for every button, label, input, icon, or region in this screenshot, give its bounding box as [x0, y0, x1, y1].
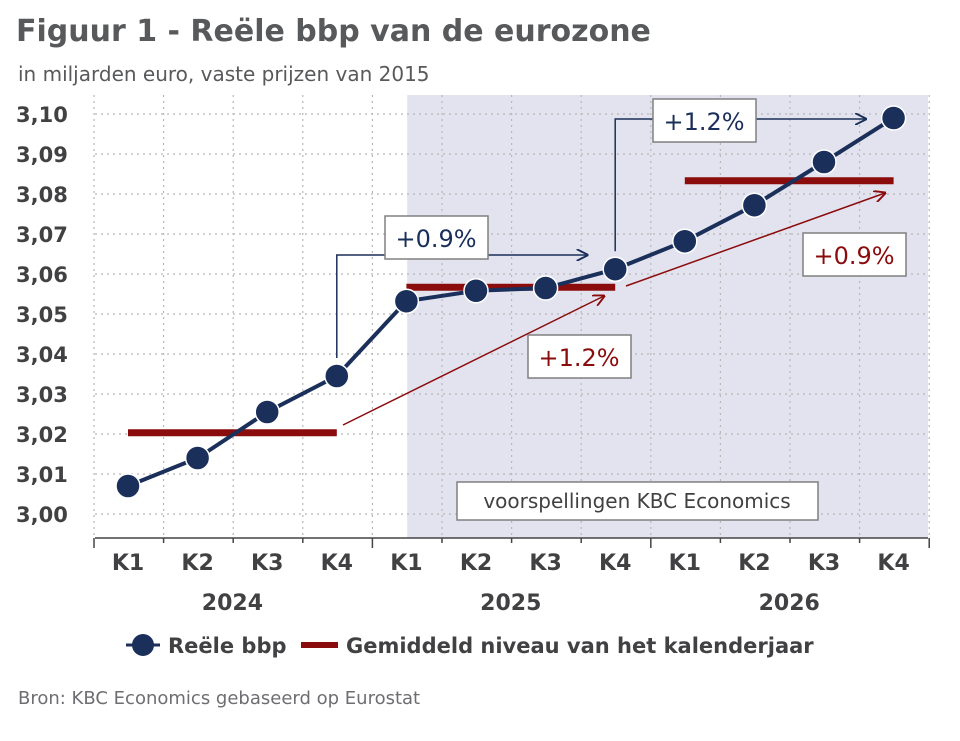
x-tick-label: K2 — [181, 551, 213, 576]
forecast-label-box — [456, 481, 819, 521]
gdp-point — [741, 192, 768, 218]
annotation-box — [802, 232, 907, 277]
gdp-point — [811, 149, 837, 175]
legend-label-average: Gemiddeld niveau van het kalenderjaar — [346, 634, 814, 658]
gdp-series-line — [127, 116, 895, 488]
y-tick-label: 3,09 — [16, 143, 68, 167]
annotation-box — [652, 98, 757, 143]
annotation-label: +0.9% — [395, 225, 476, 253]
y-tick-label: 3,01 — [16, 463, 68, 487]
y-tick-label: 3,00 — [16, 503, 68, 527]
x-tick-label: K1 — [390, 551, 422, 576]
gdp-point — [393, 288, 420, 314]
y-tick-label: 3,07 — [16, 223, 68, 247]
gdp-point — [254, 399, 280, 425]
chart-title: Figuur 1 - Reële bbp van de eurozone — [16, 14, 651, 49]
annotation-label: +1.2% — [538, 344, 619, 372]
y-tick-label: 3,06 — [16, 263, 68, 287]
year-label: 2025 — [480, 591, 541, 616]
x-tick-label: K1 — [112, 551, 144, 576]
gdp-point — [532, 275, 559, 301]
x-tick-label: K4 — [599, 551, 631, 576]
x-tick-label: K4 — [321, 551, 353, 576]
gdp-point — [324, 363, 350, 389]
growth-arrow — [614, 119, 865, 252]
source-note: Bron: KBC Economics gebaseerd op Eurosta… — [18, 688, 421, 709]
x-tick-label: K3 — [529, 551, 561, 576]
chart-subtitle: in miljarden euro, vaste prijzen van 201… — [18, 62, 430, 86]
y-tick-label: 3,03 — [16, 383, 68, 407]
gdp-point — [602, 256, 628, 282]
y-tick-label: 3,04 — [16, 343, 68, 367]
legend-label-gdp: Reële bbp — [168, 634, 287, 658]
year-label: 2024 — [202, 591, 263, 616]
annotation-box — [527, 334, 632, 379]
y-tick-label: 3,10 — [16, 103, 68, 127]
average-growth-arrow — [342, 296, 604, 426]
gdp-point — [672, 228, 698, 254]
y-tick-label: 3,08 — [16, 183, 68, 207]
legend-marker-gdp — [132, 634, 154, 656]
gdp-point — [184, 445, 211, 471]
annotation-label: +0.9% — [813, 242, 894, 270]
x-tick-label: K2 — [738, 551, 770, 576]
forecast-area — [407, 95, 928, 538]
average-growth-arrow — [625, 193, 885, 287]
annotation-label: +1.2% — [663, 108, 744, 136]
annotation-box — [384, 215, 489, 260]
x-tick-label: K4 — [877, 551, 909, 576]
y-tick-label: 3,05 — [16, 303, 68, 327]
forecast-label: voorspellingen KBC Economics — [483, 489, 790, 513]
gdp-point — [463, 278, 489, 304]
x-tick-label: K3 — [808, 551, 840, 576]
x-tick-label: K3 — [251, 551, 283, 576]
gdp-point — [880, 105, 907, 131]
year-label: 2026 — [759, 591, 820, 616]
gdp-point — [115, 473, 141, 499]
x-tick-label: K2 — [460, 551, 492, 576]
y-tick-label: 3,02 — [16, 423, 68, 447]
growth-arrow — [336, 255, 587, 358]
x-tick-label: K1 — [669, 551, 701, 576]
